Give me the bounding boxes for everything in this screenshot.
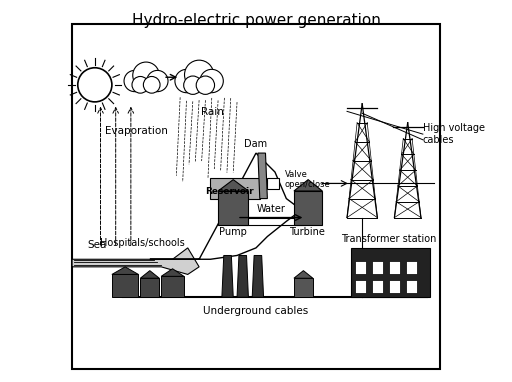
Text: Pump: Pump <box>219 227 247 236</box>
Bar <box>389 261 400 274</box>
Text: Dam: Dam <box>244 139 268 149</box>
Polygon shape <box>237 256 248 297</box>
Bar <box>406 261 417 274</box>
Polygon shape <box>294 270 313 278</box>
Bar <box>294 278 313 297</box>
Bar <box>112 274 138 297</box>
Bar <box>294 191 323 225</box>
Text: Evaporation: Evaporation <box>105 126 168 136</box>
Circle shape <box>132 76 148 93</box>
Polygon shape <box>258 153 267 199</box>
Text: Reservoir: Reservoir <box>205 186 254 196</box>
Text: Valve
open/close: Valve open/close <box>285 170 330 189</box>
Text: Sea: Sea <box>87 240 106 250</box>
Polygon shape <box>218 180 248 191</box>
Polygon shape <box>150 153 302 259</box>
Bar <box>372 280 383 293</box>
Circle shape <box>124 70 145 92</box>
Text: Underground cables: Underground cables <box>203 306 309 316</box>
Text: Water: Water <box>257 204 286 214</box>
Circle shape <box>175 70 198 93</box>
Bar <box>355 280 366 293</box>
Bar <box>161 276 184 297</box>
Bar <box>218 191 248 225</box>
Bar <box>140 278 159 297</box>
Bar <box>372 261 383 274</box>
Polygon shape <box>294 180 323 191</box>
Circle shape <box>133 62 159 89</box>
Circle shape <box>78 68 112 102</box>
Bar <box>267 178 279 189</box>
Text: Transformer station: Transformer station <box>341 234 436 244</box>
Text: Hospitals/schools: Hospitals/schools <box>100 238 185 248</box>
Text: Turbine: Turbine <box>289 227 325 236</box>
Circle shape <box>143 76 160 93</box>
Text: High voltage
cables: High voltage cables <box>423 123 485 145</box>
Polygon shape <box>161 269 184 276</box>
Circle shape <box>147 70 168 92</box>
Polygon shape <box>252 256 264 297</box>
Text: Hydro-electric power generation: Hydro-electric power generation <box>132 13 380 28</box>
Bar <box>351 248 431 297</box>
Circle shape <box>196 76 215 94</box>
Circle shape <box>200 70 223 93</box>
Polygon shape <box>112 267 138 274</box>
Polygon shape <box>72 248 199 369</box>
Bar <box>406 280 417 293</box>
Bar <box>389 280 400 293</box>
Bar <box>355 261 366 274</box>
Bar <box>210 178 260 199</box>
Circle shape <box>184 60 214 89</box>
Circle shape <box>184 76 202 94</box>
Polygon shape <box>140 270 159 278</box>
Polygon shape <box>222 256 233 297</box>
Text: Rain: Rain <box>201 107 224 117</box>
